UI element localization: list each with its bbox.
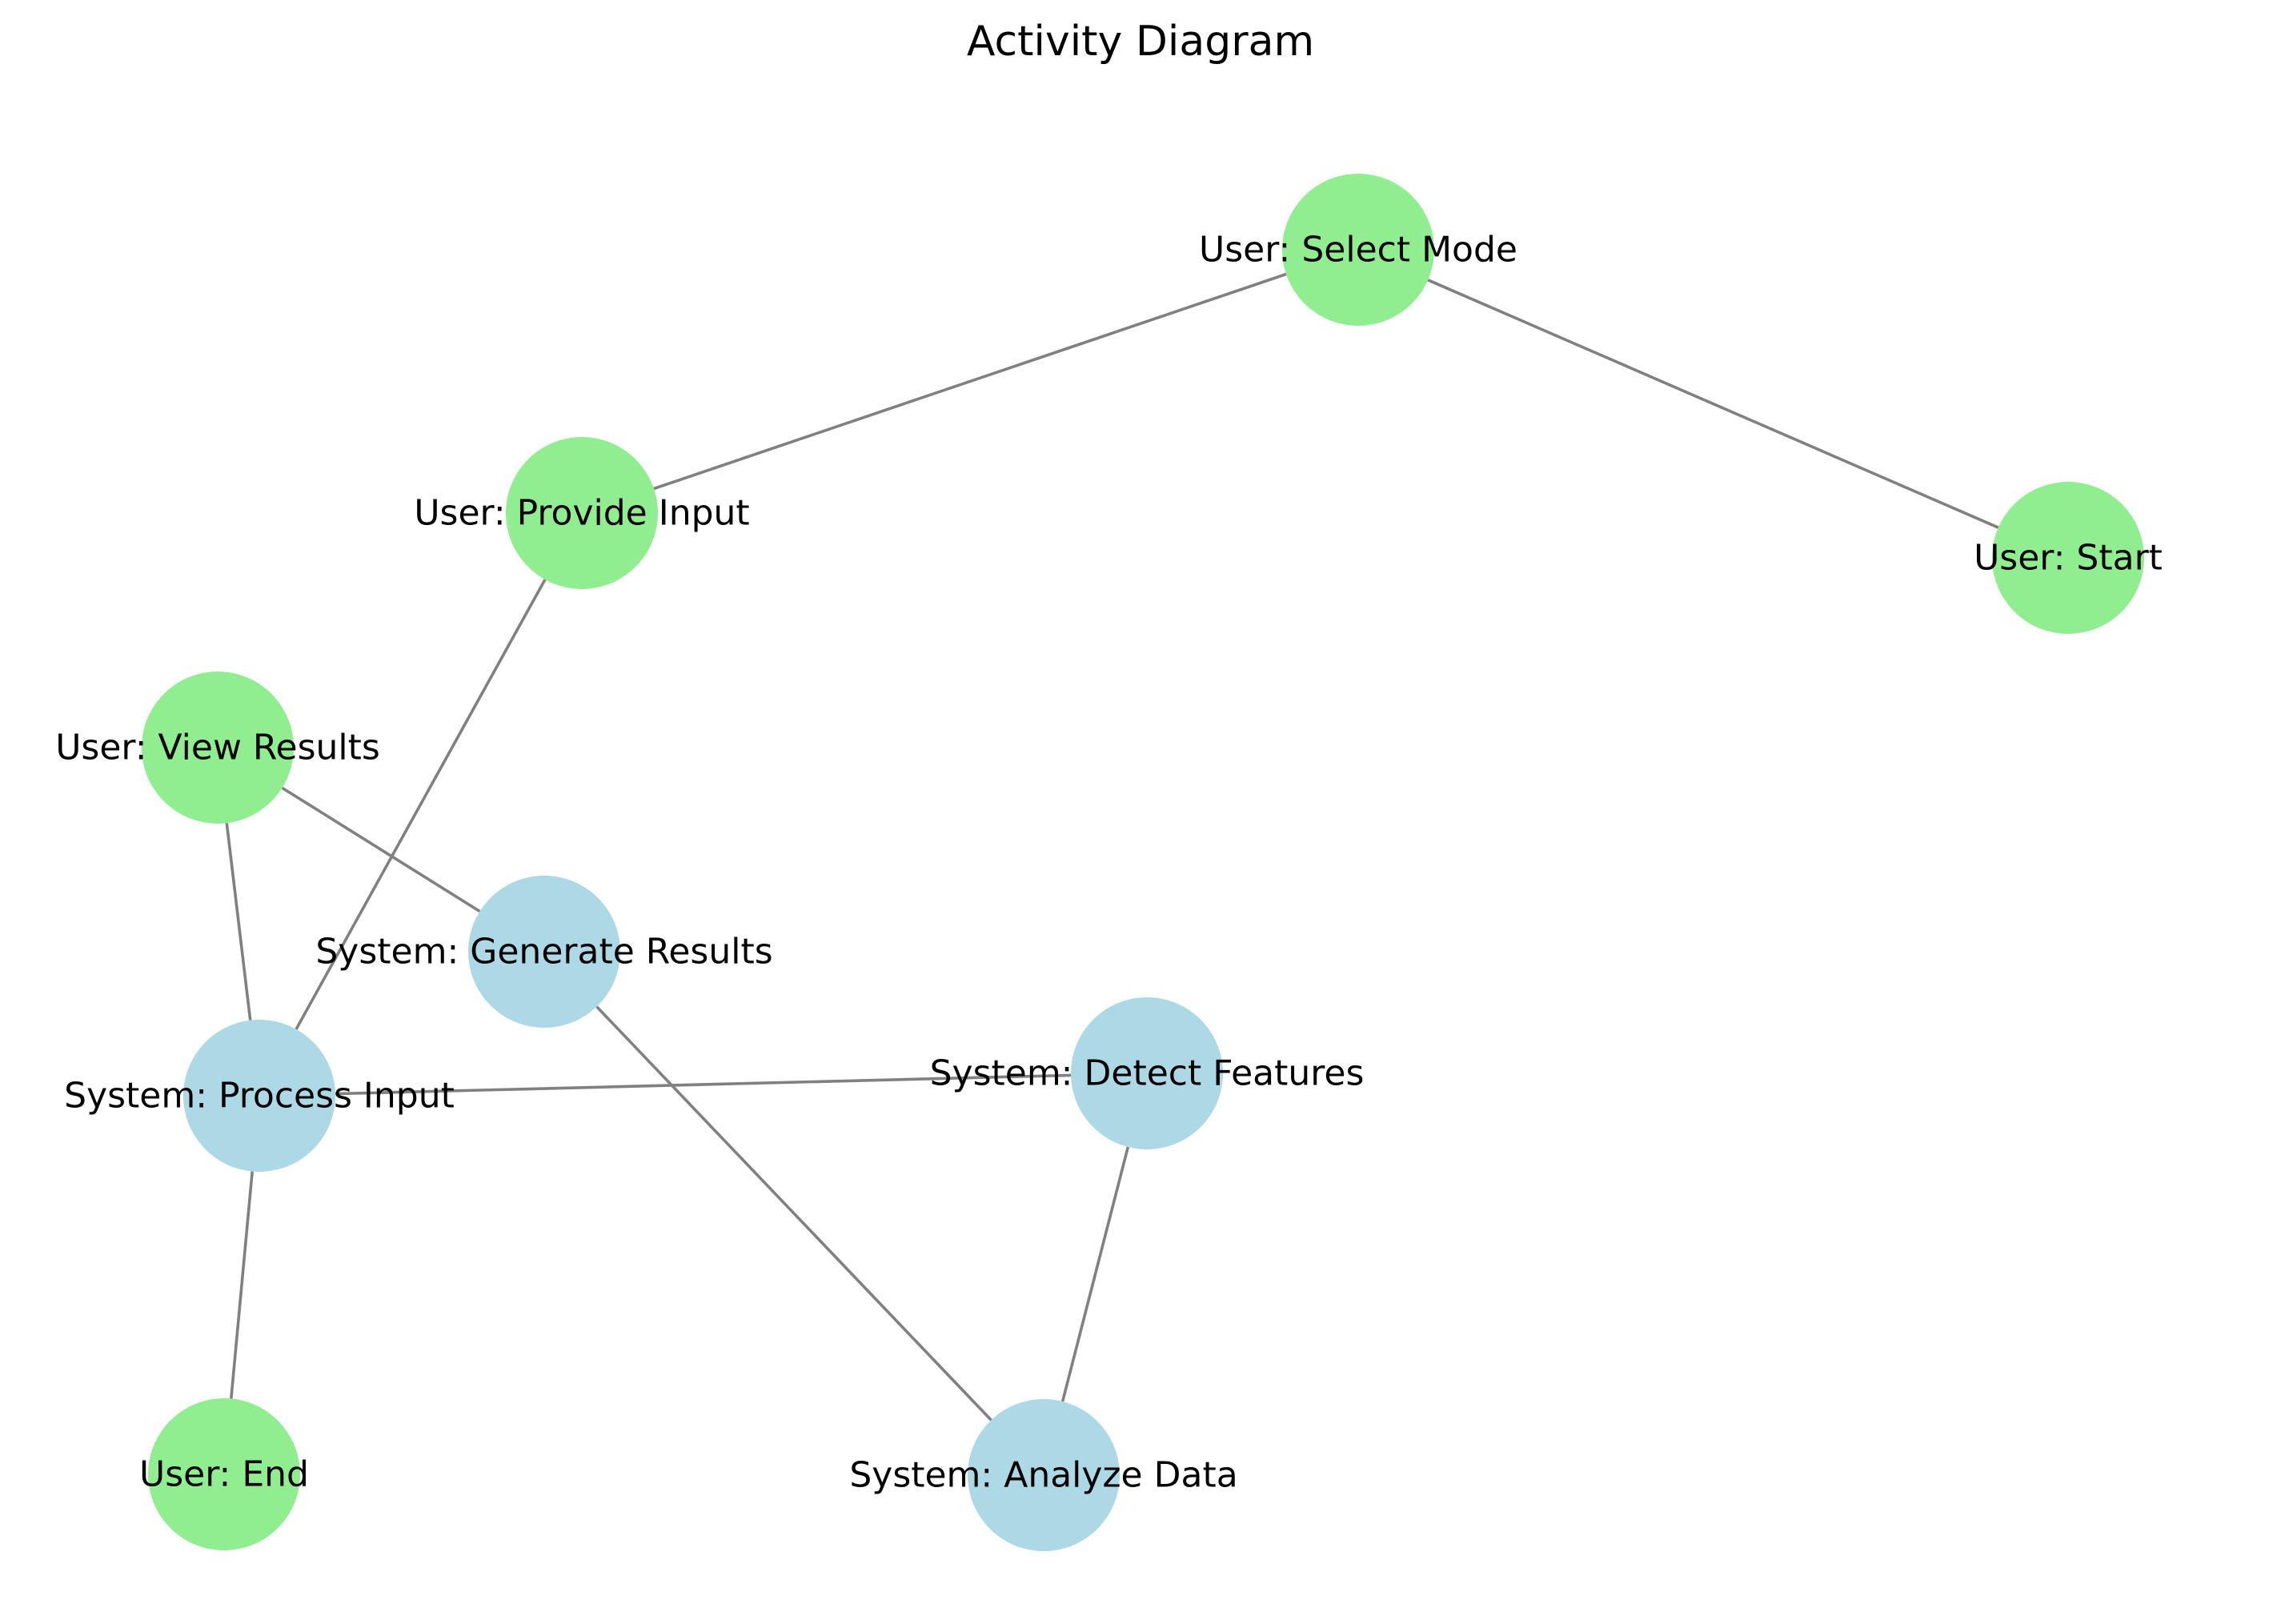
edges-layer bbox=[225, 272, 1999, 1422]
node-circle-end bbox=[148, 1398, 300, 1550]
node-select-mode: User: Select Mode bbox=[1199, 174, 1517, 326]
node-generate-results: System: Generate Results bbox=[315, 876, 773, 1028]
edge-view-results-to-process-input bbox=[225, 823, 252, 1021]
node-detect-features: System: Detect Features bbox=[930, 997, 1365, 1149]
node-circle-analyze-data bbox=[968, 1399, 1120, 1551]
edge-process-input-to-end bbox=[230, 1171, 254, 1399]
node-end: User: End bbox=[139, 1398, 309, 1550]
edge-process-input-to-detect-features bbox=[335, 1073, 1072, 1096]
nodes-layer: User: Select Mode User: Provide Input User… bbox=[55, 174, 2163, 1551]
diagram-title: Activity Diagram bbox=[967, 18, 1314, 66]
node-start: User: Start bbox=[1974, 482, 2163, 634]
node-label-select-mode: User: Select Mode bbox=[1199, 230, 1517, 271]
node-label-end: User: End bbox=[139, 1454, 309, 1495]
node-circle-view-results bbox=[142, 672, 294, 824]
node-circle-process-input bbox=[183, 1020, 335, 1172]
node-circle-provide-input bbox=[506, 437, 658, 589]
node-label-generate-results: System: Generate Results bbox=[315, 932, 772, 972]
node-circle-start bbox=[1992, 482, 2144, 634]
edge-detect-features-to-analyze-data bbox=[1060, 1146, 1130, 1402]
node-circle-detect-features bbox=[1071, 997, 1223, 1149]
node-label-start: User: Start bbox=[1974, 538, 2163, 579]
edge-generate-results-to-analyze-data bbox=[595, 1005, 992, 1422]
edge-provide-input-to-process-input bbox=[295, 579, 547, 1030]
node-label-view-results: User: View Results bbox=[55, 728, 380, 768]
node-analyze-data: System: Analyze Data bbox=[849, 1399, 1238, 1551]
node-provide-input: User: Provide Input bbox=[414, 437, 750, 589]
node-label-detect-features: System: Detect Features bbox=[930, 1053, 1365, 1094]
node-label-analyze-data: System: Analyze Data bbox=[849, 1455, 1237, 1496]
node-process-input: System: Process Input bbox=[64, 1020, 455, 1172]
node-circle-generate-results bbox=[468, 876, 620, 1028]
edge-select-mode-to-provide-input bbox=[653, 272, 1287, 491]
node-view-results: User: View Results bbox=[55, 672, 380, 824]
edge-select-mode-to-start bbox=[1427, 279, 1999, 529]
node-label-process-input: System: Process Input bbox=[64, 1076, 455, 1117]
node-label-provide-input: User: Provide Input bbox=[414, 493, 749, 534]
node-circle-select-mode bbox=[1282, 174, 1434, 326]
edge-view-results-to-generate-results bbox=[281, 786, 481, 913]
